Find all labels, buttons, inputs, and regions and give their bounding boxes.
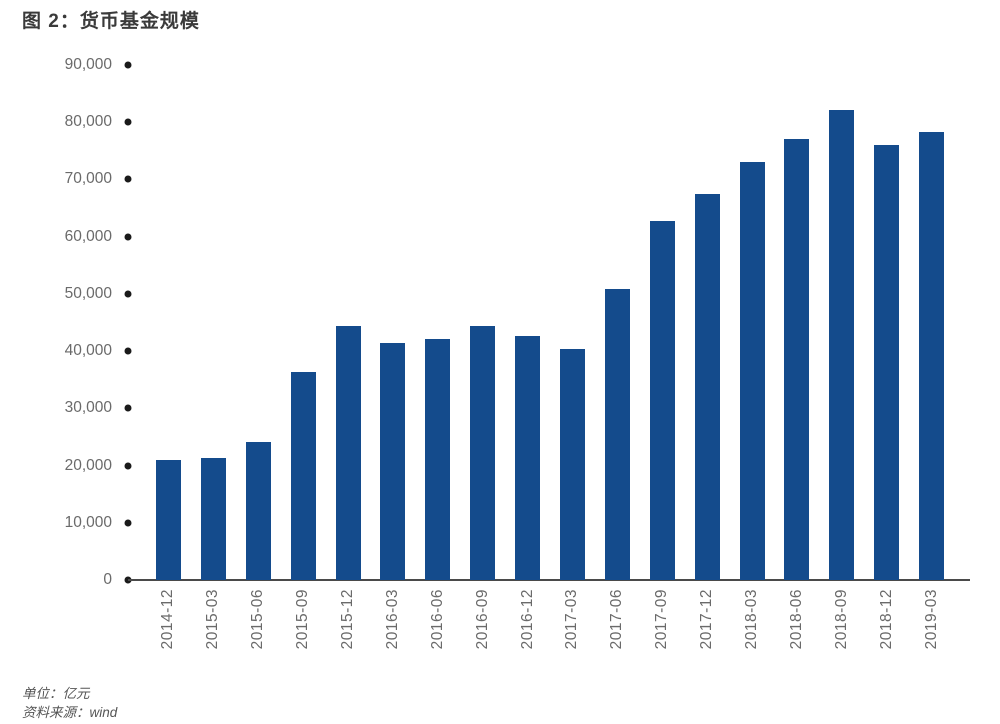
x-tick-label: 2017-03 [563, 589, 581, 650]
x-tick-label: 2018-09 [832, 589, 850, 650]
y-tick-dot [124, 462, 132, 470]
x-tick-label: 2014-12 [159, 589, 177, 650]
bar-2018-06 [784, 138, 810, 580]
chart-title: 图 2：货币基金规模 [22, 11, 200, 32]
y-tick-dot [124, 347, 132, 355]
bar-2017-06 [604, 288, 630, 580]
bar-2014-12 [155, 459, 181, 580]
y-tick-dot [124, 118, 132, 126]
bar-2015-12 [335, 325, 361, 580]
x-tick-label: 2015-06 [249, 589, 267, 650]
y-tick-label: 30,000 [64, 399, 112, 417]
bar-2018-03 [739, 161, 765, 580]
bar-2017-09 [649, 220, 675, 580]
x-tick-label: 2018-06 [787, 589, 805, 650]
bar-2017-12 [694, 193, 720, 580]
x-tick-label: 2016-09 [473, 589, 491, 650]
x-tick-label: 2016-03 [383, 589, 401, 650]
x-tick-label: 2018-03 [743, 589, 760, 650]
source-note: 资料来源：wind [22, 705, 118, 720]
y-tick-label: 50,000 [64, 284, 112, 302]
bar-2016-03 [380, 342, 406, 580]
unit-note: 单位：亿元 [22, 686, 90, 701]
bar-2015-06 [245, 441, 271, 580]
bar-2016-09 [470, 325, 496, 580]
y-tick-label: 70,000 [64, 170, 112, 188]
y-tick-dot [124, 61, 132, 69]
y-tick-label: 10,000 [64, 513, 112, 531]
x-tick-label: 2015-12 [339, 589, 356, 650]
bar-2015-09 [290, 371, 316, 580]
y-tick-label: 40,000 [64, 342, 112, 360]
x-tick-label: 2015-03 [204, 589, 222, 650]
y-tick-dot [124, 290, 132, 298]
x-tick-label: 2016-06 [428, 589, 446, 650]
bar-2016-12 [515, 336, 541, 580]
x-tick-label: 2015-09 [294, 589, 312, 650]
y-tick-label: 20,000 [64, 456, 112, 474]
y-tick-dot [124, 519, 132, 527]
x-tick-label: 2018-12 [877, 589, 895, 650]
bar-2018-09 [829, 109, 855, 580]
y-tick-dot [124, 175, 132, 183]
y-tick-label: 90,000 [64, 56, 112, 73]
y-tick-dot [124, 404, 132, 412]
x-tick-label: 2016-12 [518, 589, 536, 650]
bar-2015-03 [200, 457, 226, 580]
x-tick-label: 2017-09 [653, 589, 671, 650]
x-axis-line [128, 579, 970, 581]
bar-2019-03 [919, 131, 945, 580]
x-tick-label: 2017-06 [608, 589, 626, 650]
bar-2017-03 [559, 348, 585, 580]
y-tick-label: 60,000 [64, 227, 112, 245]
y-tick-dot [124, 233, 132, 241]
y-tick-label: 80,000 [64, 113, 112, 131]
x-tick-label: 2017-12 [698, 589, 716, 650]
bar-2016-06 [425, 339, 451, 580]
x-tick-label: 2019-03 [922, 589, 940, 650]
bar-2018-12 [874, 145, 900, 580]
y-tick-label: 0 [103, 571, 112, 588]
